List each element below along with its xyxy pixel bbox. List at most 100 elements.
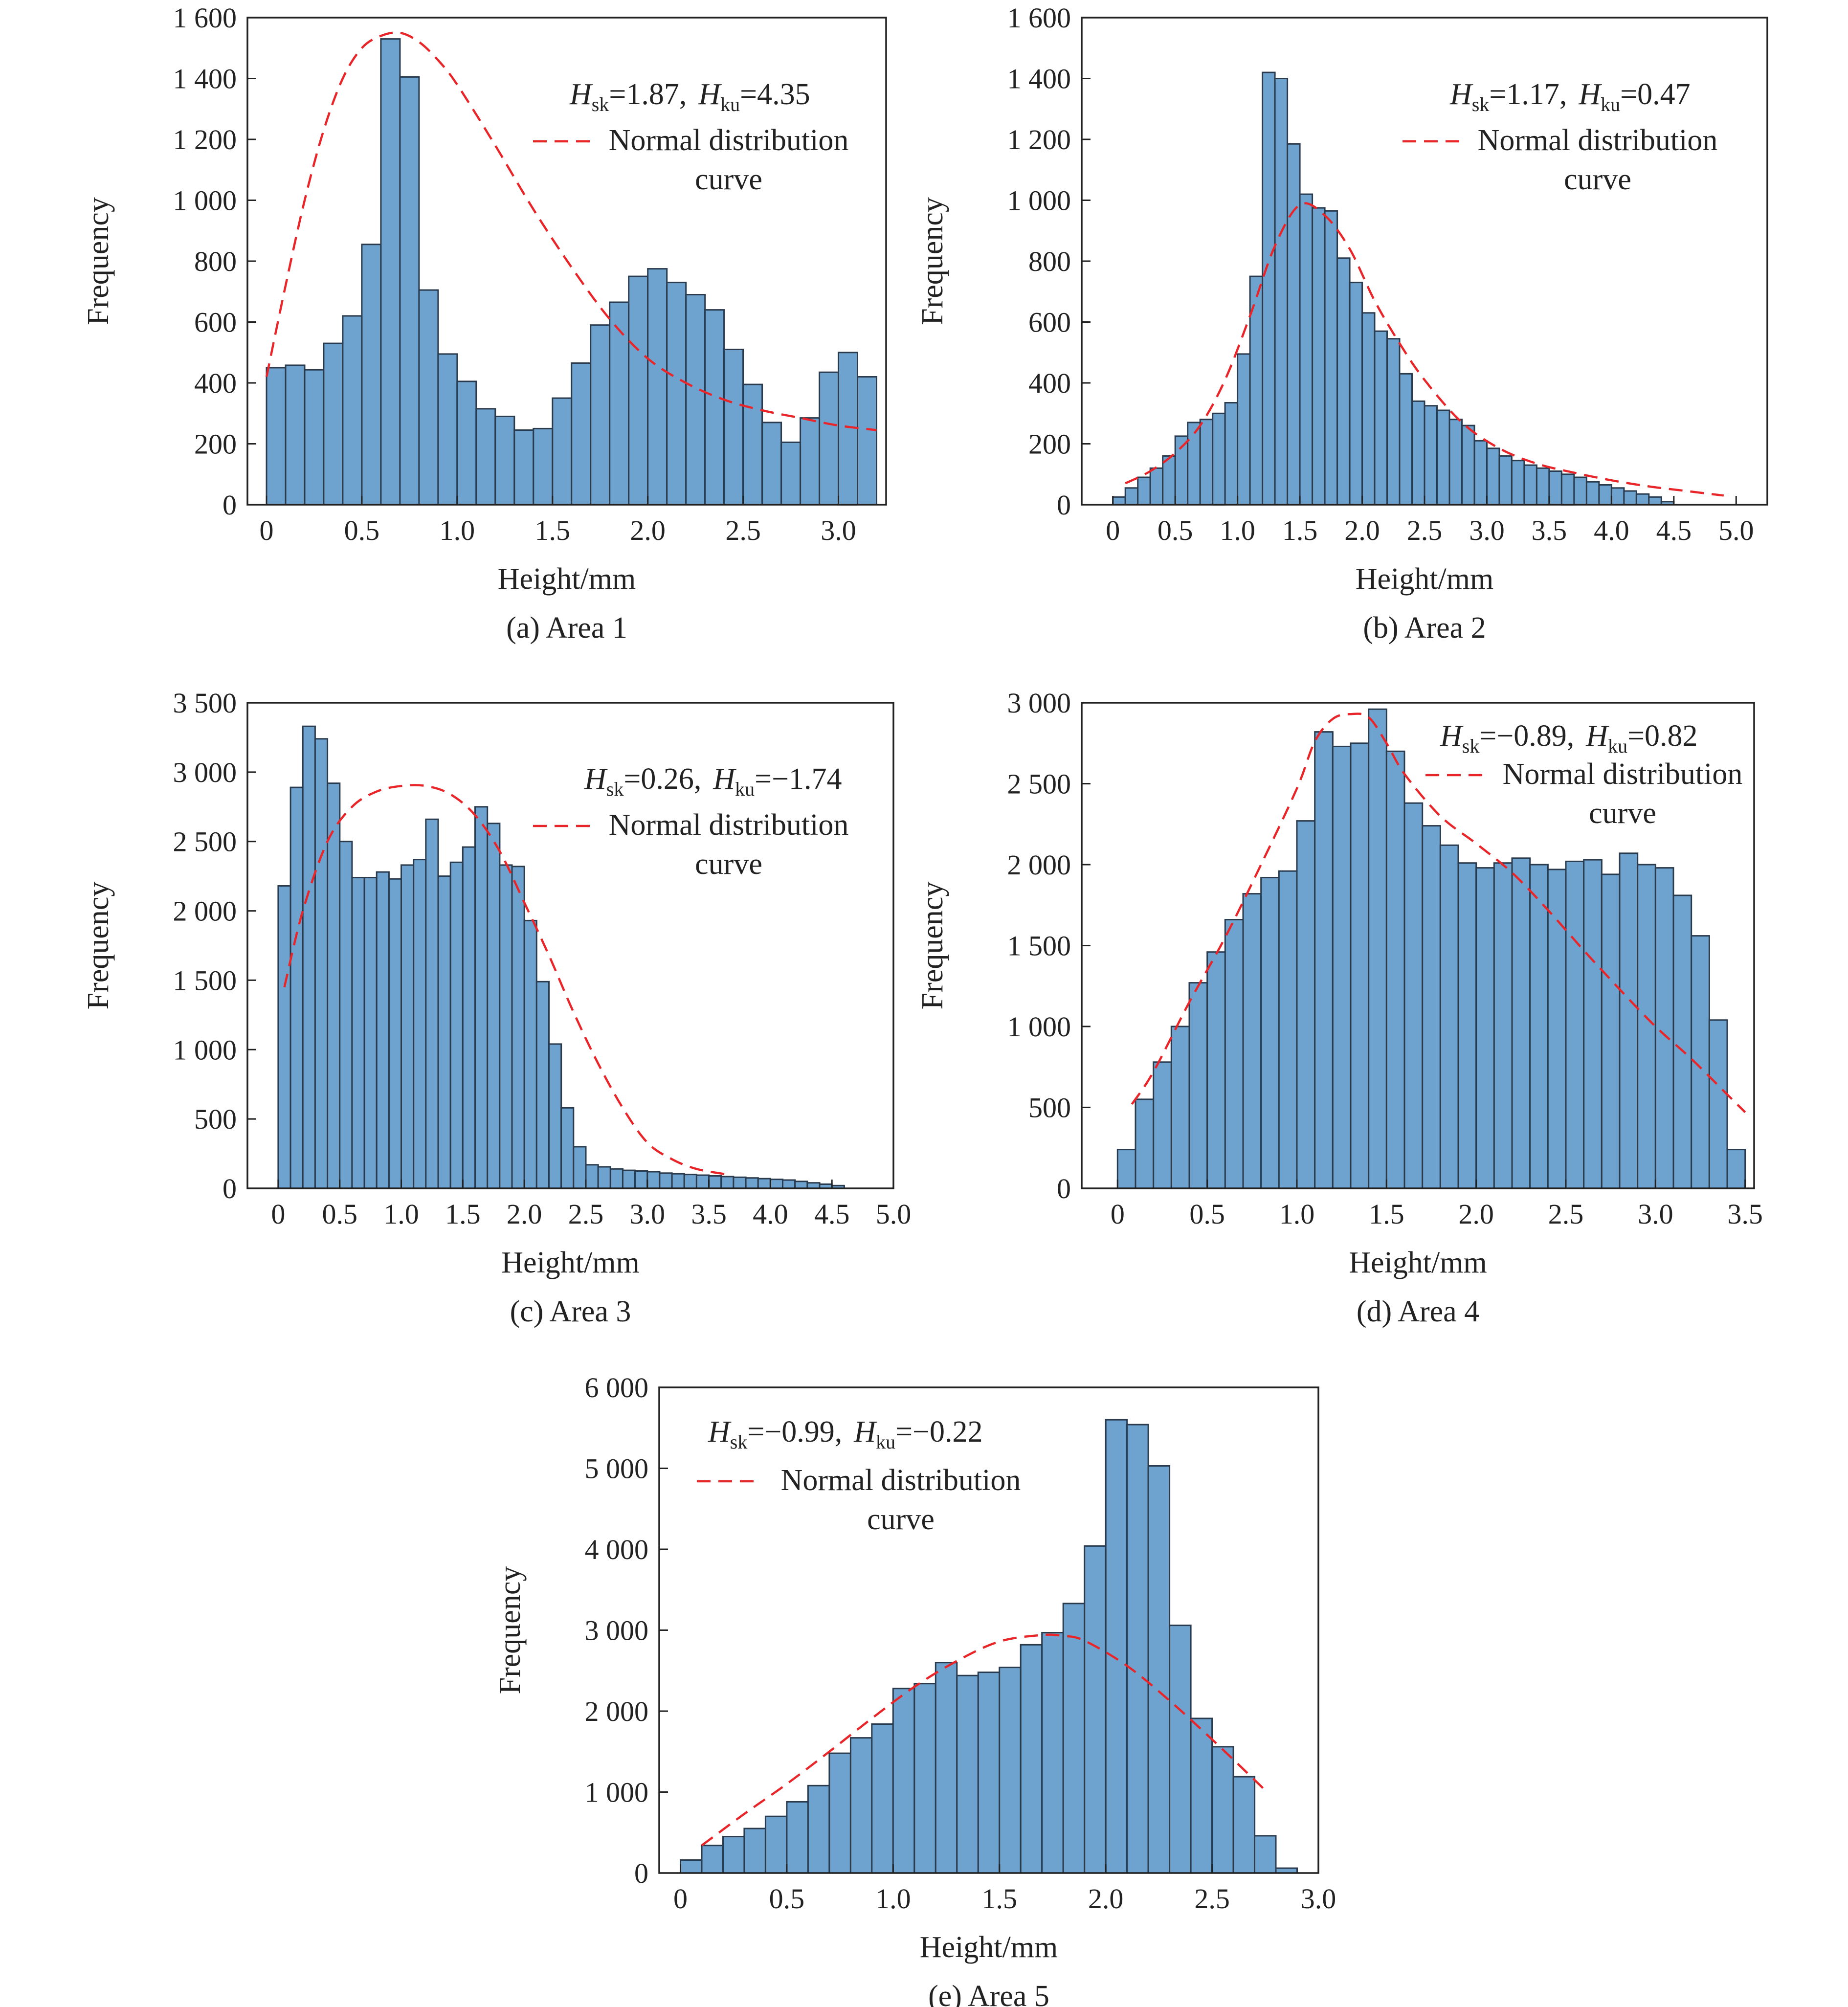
hsk-symbol: H [584,762,608,796]
hsk-subscript: sk [1462,735,1480,757]
legend-label-line-2: curve [695,163,762,196]
histogram-bar [782,1179,796,1189]
histogram-bar [1116,1149,1136,1189]
histogram-bar [1287,143,1301,506]
hku-value: =0.47 [1620,78,1690,111]
y-tick-label: 2 500 [1007,768,1071,800]
histogram-bar [794,1181,808,1189]
histogram-bar [828,1752,851,1874]
histogram-bar [634,1170,648,1189]
histogram-bar [1084,1545,1107,1874]
hku-value: =−1.74 [755,762,842,796]
histogram-bars [1116,708,1746,1189]
histogram-bar [1523,464,1537,506]
y-axis-label: Frequency [916,197,949,325]
histogram-bar [533,427,554,506]
normal-distribution-curve [265,31,877,431]
y-tick-label: 800 [194,245,237,277]
svg-text:Hsk=1.17,Hku=0.47: Hsk=1.17, Hku=0.47 [1449,78,1691,115]
histogram-bar [764,1815,788,1874]
x-tick-label: 0 [1111,1198,1125,1230]
y-tick-label: 0 [1057,1173,1071,1204]
histogram-bar [1411,400,1425,506]
x-tick-label: 4.0 [1594,514,1629,546]
histogram-bar [701,1845,724,1874]
x-axis-ticks: 0 0.5 1.0 1.5 2.0 2.5 3.0 [673,1864,1336,1915]
hsk-subscript: sk [592,93,609,115]
histogram-bar [761,422,782,506]
y-tick-label: 500 [194,1103,237,1135]
histogram-bar [999,1667,1022,1874]
hku-symbol: H [1585,719,1609,753]
histogram-bar [807,1784,830,1874]
histogram-bar [622,1169,636,1189]
histogram-bar [1212,412,1226,506]
x-tick-label: 1.0 [1220,514,1255,546]
hku-value: =−0.22 [895,1415,982,1449]
histogram-bar [499,864,513,1189]
y-axis-ticks: 0 200 400 600 800 1 000 1 200 1 400 1 600 [173,2,256,521]
y-tick-label: 1 500 [173,964,237,996]
histogram-bars [277,725,845,1189]
panel-area-4: 0 0.5 1.0 1.5 2.0 2.5 3.0 3.5 0 500 1 000 1 500 2 0… [916,687,1763,1328]
histogram-bar [722,1836,745,1874]
histogram-bar [449,861,464,1189]
hsk-value: =1.87, [609,78,687,111]
legend: Normal distribution curve [1425,758,1742,830]
histogram-bar [552,397,573,506]
histogram-bar [1206,951,1226,1189]
histogram-bar [609,1168,624,1189]
histogram-bar [1726,1149,1746,1189]
y-tick-label: 0 [634,1857,648,1889]
x-axis-label: Height/mm [498,562,636,596]
histogram-bar [1436,409,1450,506]
histogram-bar [646,1171,661,1189]
y-tick-label: 1 200 [1007,124,1071,156]
x-tick-label: 0.5 [322,1198,357,1230]
panel-caption: (b) Area 2 [1363,611,1486,645]
normal-distribution-curve [701,1633,1266,1847]
histogram-bar [437,353,458,506]
hku-symbol: H [853,1415,877,1449]
histogram-bar [708,1175,722,1189]
x-tick-label: 4.5 [1656,514,1692,546]
histogram-bar [1361,312,1376,506]
x-axis-ticks: 0 0.5 1.0 1.5 2.0 2.5 3.0 3.5 4.0 4.5 5.0 [271,1180,911,1230]
x-axis-label: Height/mm [501,1246,639,1279]
x-tick-label: 0 [259,514,273,546]
histogram-bar [609,301,630,506]
panel-area-3: 0 0.5 1.0 1.5 2.0 2.5 3.0 3.5 4.0 4.5 5.0 0 500 1 00… [82,687,911,1328]
hku-subscript: ku [735,778,755,800]
hsk-subscript: sk [606,778,624,800]
x-tick-label: 3.0 [1301,1883,1336,1915]
x-axis-ticks: 0 0.5 1.0 1.5 2.0 2.5 3.0 3.5 4.0 4.5 5.0 [1106,496,1754,546]
histogram-bar [285,364,306,506]
histogram-bar [487,823,501,1189]
y-tick-label: 1 600 [1007,2,1071,34]
histogram-bar [351,877,365,1189]
histogram-bar [1529,864,1549,1189]
histogram-bar [857,376,877,506]
legend-label-line-1: Normal distribution [1478,124,1718,157]
histogram-bar [742,383,763,506]
histogram-bar [339,841,353,1189]
y-tick-label: 0 [1057,489,1071,521]
skewness-kurtosis-annotation: Hsk=1.87, Hku=4.35 [569,78,810,115]
y-axis-ticks: 0 500 1 000 1 500 2 000 2 500 3 000 3 500 [173,687,256,1204]
y-tick-label: 400 [1028,367,1071,399]
histogram-bar [425,818,439,1189]
y-axis-label: Frequency [82,197,115,325]
normal-distribution-curve [1125,202,1724,497]
hsk-value: =−0.89, [1479,719,1574,753]
histogram-bar [1332,745,1352,1189]
histogram-bar [1547,869,1567,1189]
panel-caption: (c) Area 3 [510,1295,631,1328]
histogram-bar [1448,419,1463,506]
histogram-bar [647,268,668,506]
x-tick-label: 3.5 [1532,514,1567,546]
x-axis-ticks: 0 0.5 1.0 1.5 2.0 2.5 3.0 3.5 [1111,1180,1763,1230]
x-axis-label: Height/mm [920,1931,1058,1964]
y-axis-ticks: 0 1 000 2 000 3 000 4 000 5 000 6 000 [585,1372,668,1889]
histogram-bar [1486,447,1500,506]
